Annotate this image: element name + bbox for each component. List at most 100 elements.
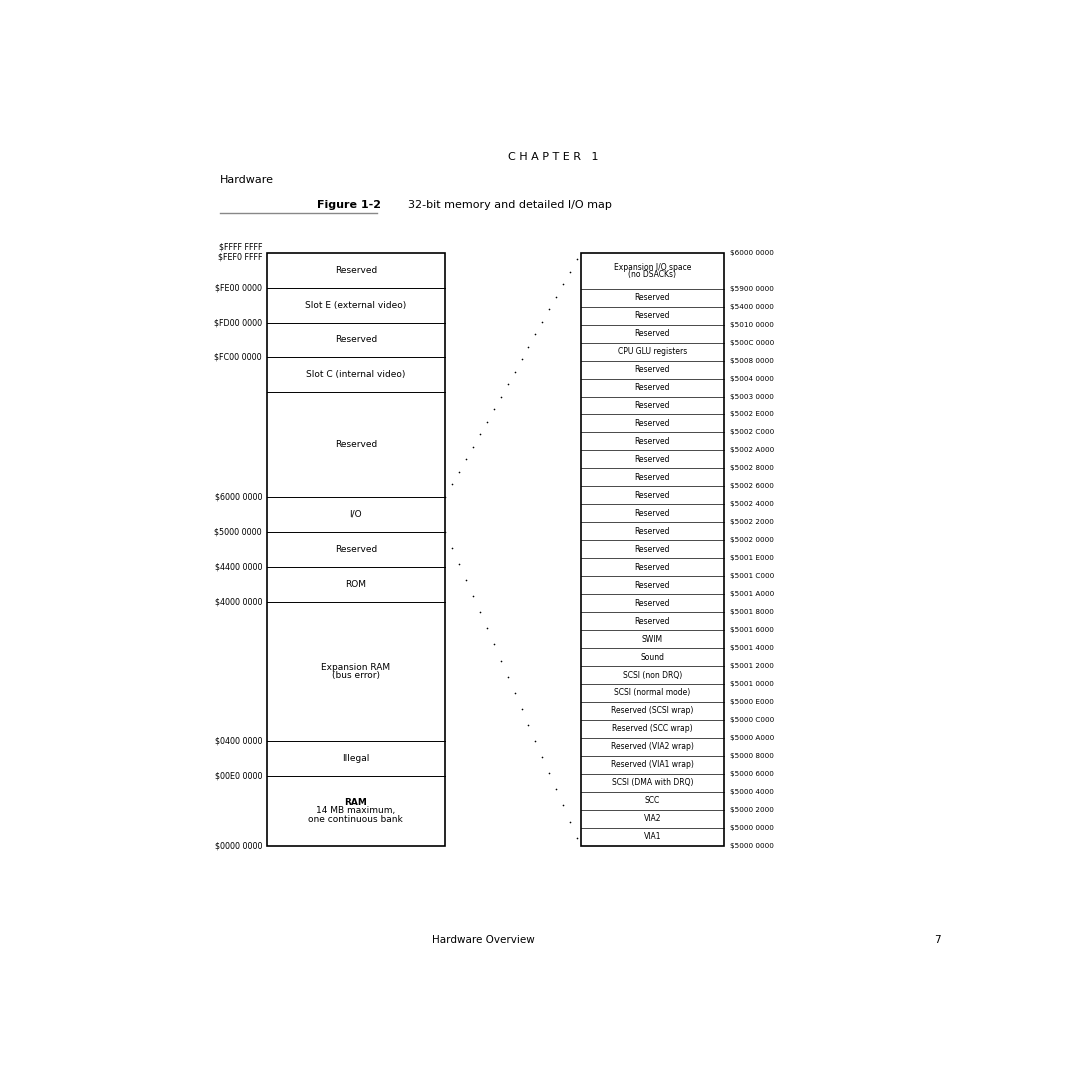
Text: $5002 C000: $5002 C000 bbox=[730, 430, 774, 435]
Text: Expansion RAM: Expansion RAM bbox=[322, 663, 391, 672]
Text: $0000 0000: $0000 0000 bbox=[215, 841, 262, 850]
Text: $FE00 0000: $FE00 0000 bbox=[215, 283, 262, 293]
Text: VIA1: VIA1 bbox=[644, 833, 661, 841]
Text: Reserved: Reserved bbox=[635, 581, 670, 590]
Text: (bus error): (bus error) bbox=[332, 671, 380, 680]
Text: $6000 0000: $6000 0000 bbox=[215, 492, 262, 501]
Text: $5000 C000: $5000 C000 bbox=[730, 717, 774, 723]
Text: CPU GLU registers: CPU GLU registers bbox=[618, 347, 687, 356]
Text: one continuous bank: one continuous bank bbox=[309, 814, 403, 824]
Text: 7: 7 bbox=[934, 934, 941, 945]
Text: Reserved (VIA2 wrap): Reserved (VIA2 wrap) bbox=[611, 742, 693, 752]
Text: $5002 2000: $5002 2000 bbox=[730, 519, 774, 525]
Text: $6000 0000: $6000 0000 bbox=[730, 249, 774, 256]
Text: $5010 0000: $5010 0000 bbox=[730, 322, 774, 327]
Text: C H A P T E R   1: C H A P T E R 1 bbox=[509, 151, 598, 162]
Text: 32-bit memory and detailed I/O map: 32-bit memory and detailed I/O map bbox=[408, 200, 611, 210]
Text: Slot C (internal video): Slot C (internal video) bbox=[307, 370, 406, 379]
Text: SCSI (DMA with DRQ): SCSI (DMA with DRQ) bbox=[611, 779, 693, 787]
Text: Reserved: Reserved bbox=[635, 311, 670, 320]
Text: $5001 A000: $5001 A000 bbox=[730, 591, 774, 597]
Text: Reserved: Reserved bbox=[635, 509, 670, 517]
Text: $5002 0000: $5002 0000 bbox=[730, 537, 774, 543]
Text: Hardware Overview: Hardware Overview bbox=[432, 934, 535, 945]
Text: Reserved (SCSI wrap): Reserved (SCSI wrap) bbox=[611, 706, 693, 715]
Text: Reserved: Reserved bbox=[635, 455, 670, 464]
Text: Reserved: Reserved bbox=[335, 336, 377, 345]
Text: Reserved: Reserved bbox=[335, 441, 377, 449]
Text: $5001 C000: $5001 C000 bbox=[730, 573, 774, 579]
Text: $5000 0000: $5000 0000 bbox=[730, 825, 774, 831]
Text: Sound: Sound bbox=[640, 652, 664, 662]
Text: $5002 4000: $5002 4000 bbox=[730, 501, 774, 508]
Text: Reserved: Reserved bbox=[635, 617, 670, 625]
Text: VIA2: VIA2 bbox=[644, 814, 661, 823]
Text: $5900 0000: $5900 0000 bbox=[730, 286, 774, 292]
Text: 14 MB maximum,: 14 MB maximum, bbox=[316, 807, 395, 815]
Text: Reserved: Reserved bbox=[635, 365, 670, 374]
Bar bbox=[267, 253, 445, 846]
Text: $5000 8000: $5000 8000 bbox=[730, 753, 774, 759]
Text: $5001 2000: $5001 2000 bbox=[730, 663, 774, 669]
Text: Figure 1-2: Figure 1-2 bbox=[318, 200, 381, 210]
Text: Reserved: Reserved bbox=[635, 419, 670, 428]
Text: $5008 0000: $5008 0000 bbox=[730, 357, 774, 364]
Text: SCSI (normal mode): SCSI (normal mode) bbox=[615, 688, 690, 698]
Text: $5001 E000: $5001 E000 bbox=[730, 555, 774, 562]
Text: Reserved: Reserved bbox=[635, 598, 670, 608]
Text: $00E0 0000: $00E0 0000 bbox=[215, 771, 262, 781]
Text: Reserved: Reserved bbox=[335, 266, 377, 274]
Text: SCSI (non DRQ): SCSI (non DRQ) bbox=[623, 671, 681, 679]
Text: Reserved: Reserved bbox=[635, 401, 670, 410]
Text: Reserved: Reserved bbox=[635, 563, 670, 571]
Text: $FFFF FFFF: $FFFF FFFF bbox=[218, 243, 262, 252]
Text: Reserved (SCC wrap): Reserved (SCC wrap) bbox=[612, 725, 692, 733]
Text: Reserved: Reserved bbox=[635, 544, 670, 554]
Text: Hardware: Hardware bbox=[220, 175, 274, 185]
Text: Slot E (external video): Slot E (external video) bbox=[306, 300, 406, 310]
Text: $5001 8000: $5001 8000 bbox=[730, 609, 774, 616]
Text: $0400 0000: $0400 0000 bbox=[215, 737, 262, 745]
Text: $5000 0000: $5000 0000 bbox=[215, 527, 262, 537]
Text: $5004 0000: $5004 0000 bbox=[730, 376, 774, 381]
Text: SWIM: SWIM bbox=[642, 635, 663, 644]
Text: Reserved (VIA1 wrap): Reserved (VIA1 wrap) bbox=[611, 760, 693, 769]
Text: Reserved: Reserved bbox=[635, 527, 670, 536]
Text: $5000 4000: $5000 4000 bbox=[730, 788, 774, 795]
Text: $5000 0000: $5000 0000 bbox=[730, 842, 774, 849]
Text: $4400 0000: $4400 0000 bbox=[215, 563, 262, 571]
Text: ROM: ROM bbox=[346, 580, 366, 589]
Text: $5400 0000: $5400 0000 bbox=[730, 303, 774, 310]
Text: RAM: RAM bbox=[345, 798, 367, 807]
Text: $5001 4000: $5001 4000 bbox=[730, 645, 774, 651]
Text: $500C 0000: $500C 0000 bbox=[730, 339, 774, 346]
Text: $5001 0000: $5001 0000 bbox=[730, 681, 774, 687]
Text: $FD00 0000: $FD00 0000 bbox=[214, 318, 262, 327]
Text: I/O: I/O bbox=[350, 510, 362, 518]
Text: Reserved: Reserved bbox=[635, 473, 670, 482]
Text: $5002 E000: $5002 E000 bbox=[730, 411, 774, 418]
Text: Reserved: Reserved bbox=[635, 293, 670, 302]
Text: $4000 0000: $4000 0000 bbox=[215, 597, 262, 606]
Text: Reserved: Reserved bbox=[635, 329, 670, 338]
Text: $5000 E000: $5000 E000 bbox=[730, 699, 774, 705]
Text: Reserved: Reserved bbox=[635, 490, 670, 500]
Text: Expansion I/O space: Expansion I/O space bbox=[613, 262, 691, 272]
Bar bbox=[581, 253, 724, 846]
Text: $5003 0000: $5003 0000 bbox=[730, 393, 774, 400]
Text: $FC00 0000: $FC00 0000 bbox=[215, 353, 262, 362]
Text: $5001 6000: $5001 6000 bbox=[730, 627, 774, 633]
Text: $5002 A000: $5002 A000 bbox=[730, 447, 774, 454]
Text: (no DSACKs): (no DSACKs) bbox=[629, 270, 676, 279]
Text: $FEF0 FFFF: $FEF0 FFFF bbox=[217, 252, 262, 261]
Text: $5002 6000: $5002 6000 bbox=[730, 484, 774, 489]
Text: $5000 2000: $5000 2000 bbox=[730, 807, 774, 813]
Text: $5000 A000: $5000 A000 bbox=[730, 734, 774, 741]
Text: Reserved: Reserved bbox=[335, 544, 377, 554]
Text: $5000 6000: $5000 6000 bbox=[730, 771, 774, 777]
Text: Reserved: Reserved bbox=[635, 437, 670, 446]
Text: Reserved: Reserved bbox=[635, 383, 670, 392]
Text: SCC: SCC bbox=[645, 796, 660, 806]
Text: $5002 8000: $5002 8000 bbox=[730, 465, 774, 471]
Text: Illegal: Illegal bbox=[342, 754, 369, 762]
